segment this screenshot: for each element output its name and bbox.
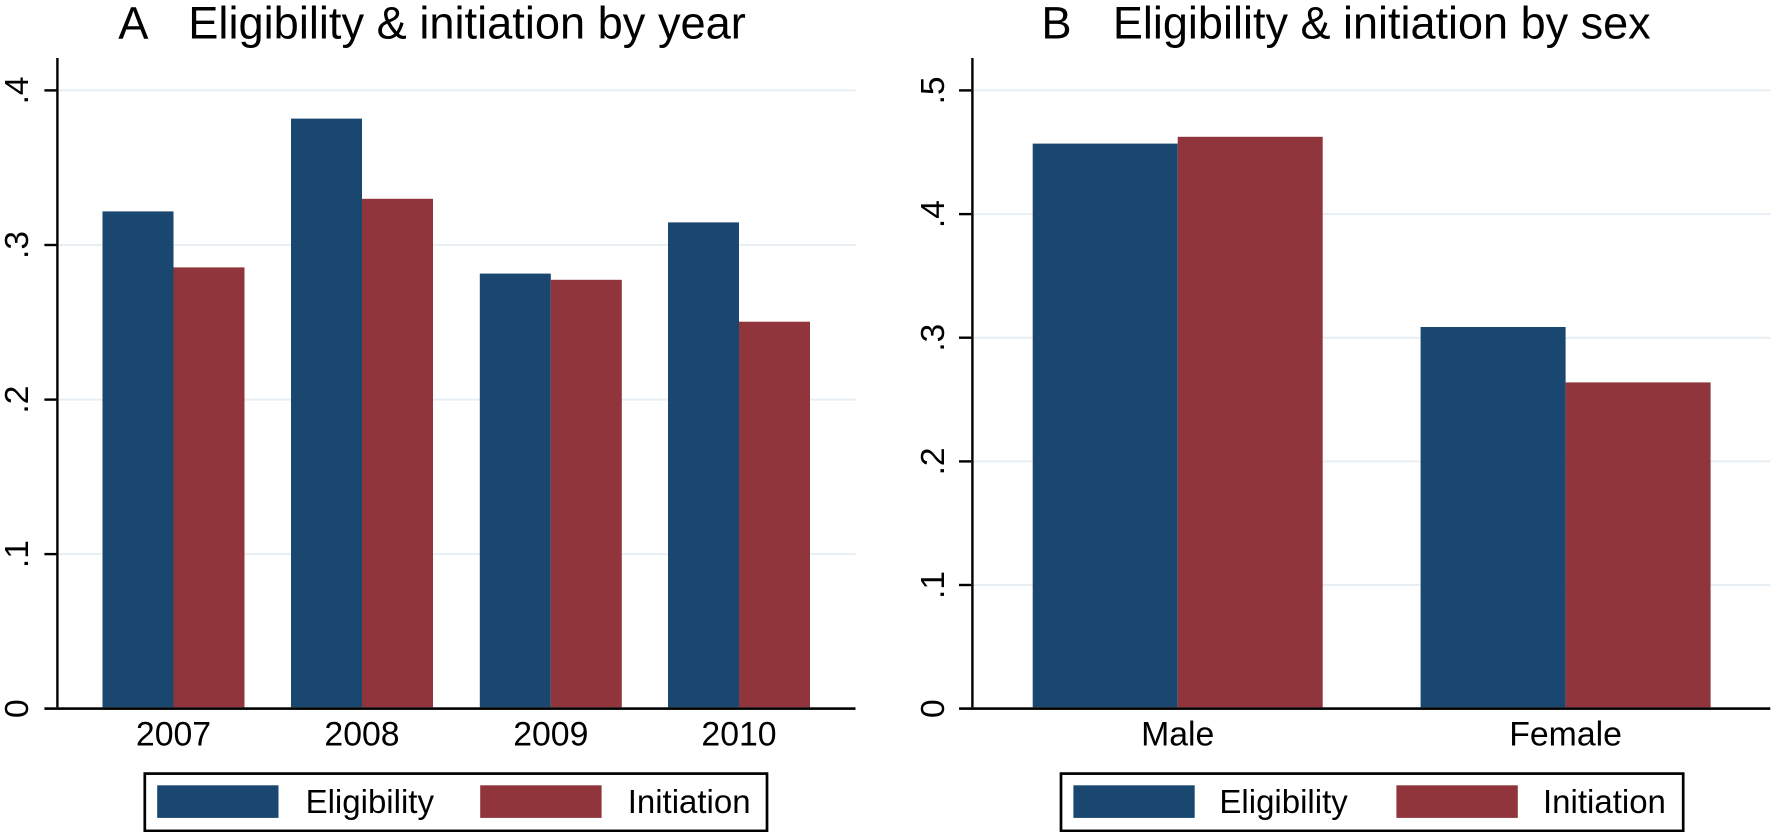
svg-text:.4: .4 <box>915 200 952 228</box>
svg-text:Eligibility & initiation by ye: Eligibility & initiation by year <box>188 0 746 49</box>
svg-text:Initiation: Initiation <box>1543 783 1666 820</box>
svg-text:.4: .4 <box>0 76 36 104</box>
svg-text:.3: .3 <box>0 231 36 259</box>
svg-text:Eligibility & initiation by se: Eligibility & initiation by sex <box>1113 0 1651 49</box>
svg-text:.2: .2 <box>915 447 952 475</box>
svg-text:.5: .5 <box>915 76 952 104</box>
svg-text:Eligibility: Eligibility <box>306 783 435 820</box>
svg-text:.1: .1 <box>915 571 952 599</box>
svg-text:Male: Male <box>1141 716 1214 754</box>
svg-text:.2: .2 <box>0 386 36 414</box>
svg-text:Female: Female <box>1509 716 1622 754</box>
svg-text:2008: 2008 <box>324 716 399 754</box>
svg-text:Initiation: Initiation <box>628 783 751 820</box>
svg-text:2010: 2010 <box>701 716 776 754</box>
svg-text:.3: .3 <box>915 324 952 352</box>
svg-text:0: 0 <box>0 699 36 718</box>
svg-text:0: 0 <box>915 699 952 718</box>
svg-text:A: A <box>118 0 149 49</box>
svg-text:2007: 2007 <box>136 716 211 754</box>
svg-text:B: B <box>1041 0 1071 49</box>
svg-text:2009: 2009 <box>513 716 588 754</box>
svg-text:Eligibility: Eligibility <box>1219 783 1348 820</box>
svg-text:.1: .1 <box>0 540 36 568</box>
